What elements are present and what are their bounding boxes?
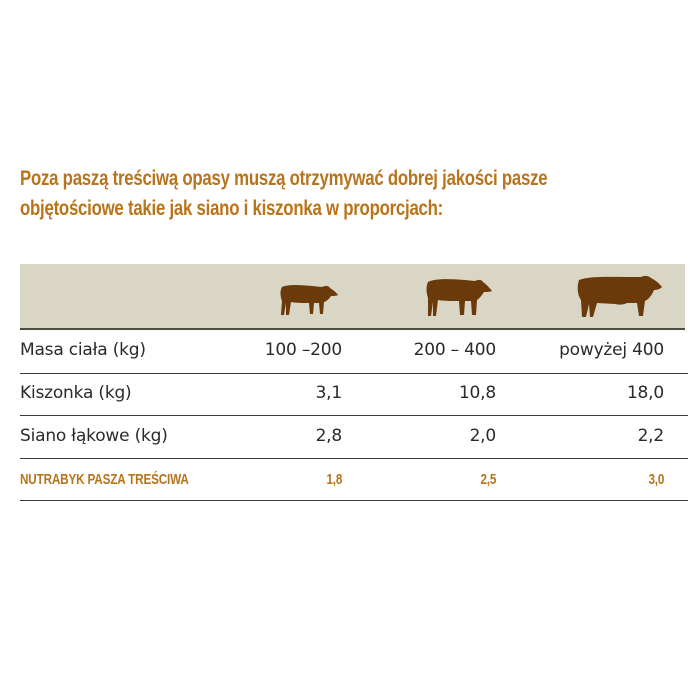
table-header-band xyxy=(20,264,685,330)
bull-icon xyxy=(577,275,662,317)
cell-above-400: 3,0 xyxy=(648,471,664,488)
cell-100-200: 2,8 xyxy=(315,426,343,446)
intro-heading: Poza paszą treściwą opasy muszą otrzymyw… xyxy=(20,164,548,224)
row-label: Siano łąkowe (kg) xyxy=(20,426,168,446)
cell-200-400: 200 – 400 xyxy=(413,340,497,360)
cell-200-400: 2,5 xyxy=(480,471,496,488)
cell-200-400: 2,0 xyxy=(469,426,497,446)
cell-above-400: 18,0 xyxy=(626,383,664,403)
cell-above-400: powyżej 400 xyxy=(559,340,664,360)
cell-above-400: 2,2 xyxy=(637,426,665,446)
cell-200-400: 10,8 xyxy=(458,383,496,403)
table-row-nutrabyk-concentrate: NUTRABYK PASZA TREŚCIWA 1,8 2,5 3,0 xyxy=(20,471,688,501)
row-label: Kiszonka (kg) xyxy=(20,383,132,403)
cell-100-200: 3,1 xyxy=(315,383,343,403)
cell-100-200: 100 –200 xyxy=(264,340,342,360)
cell-100-200: 1,8 xyxy=(326,471,342,488)
row-label: NUTRABYK PASZA TREŚCIWA xyxy=(20,471,189,488)
intro-heading-line-2: objętościowe takie jak siano i kiszonka … xyxy=(20,197,444,220)
table-row-hay: Siano łąkowe (kg) 2,8 2,0 2,2 xyxy=(20,426,688,459)
table-row-silage: Kiszonka (kg) 3,1 10,8 18,0 xyxy=(20,383,688,416)
intro-heading-line-1: Poza paszą treściwą opasy muszą otrzymyw… xyxy=(20,167,548,190)
row-label: Masa ciała (kg) xyxy=(20,340,146,360)
young-cattle-icon xyxy=(426,279,492,316)
calf-icon xyxy=(280,285,338,315)
table-row-body-mass: Masa ciała (kg) 100 –200 200 – 400 powyż… xyxy=(20,340,688,374)
